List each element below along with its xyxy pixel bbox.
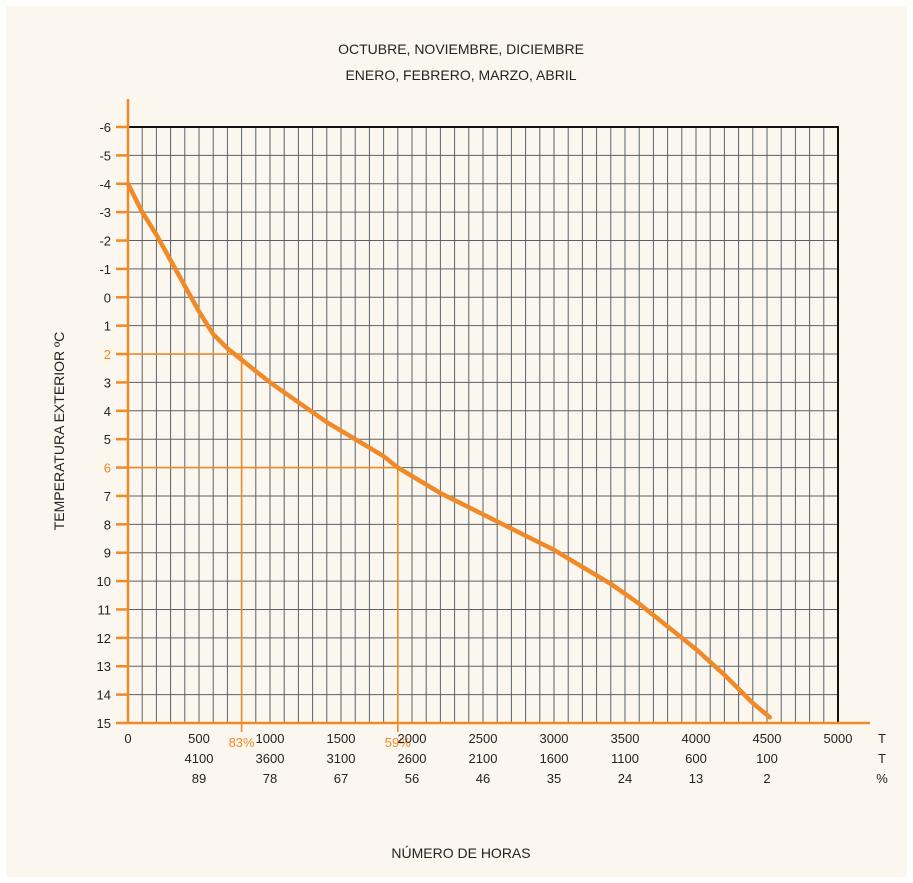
y-tick-label: -4: [99, 177, 111, 192]
chart-title-line2: ENERO, FEBRERO, MARZO, ABRIL: [345, 67, 576, 83]
series-curve: [125, 181, 773, 720]
x-tick-label: 100: [756, 751, 778, 766]
x-tick-label: 13: [689, 771, 703, 786]
x-tick-label: 3000: [540, 731, 569, 746]
y-tick-label: 12: [97, 631, 111, 646]
x-tick-label: 500: [188, 731, 210, 746]
x-tick-label: 78: [263, 771, 277, 786]
y-tick-label: -3: [99, 205, 111, 220]
y-tick-label: 3: [104, 375, 111, 390]
y-tick-label: -6: [99, 120, 111, 135]
y-tick-label: 10: [97, 574, 111, 589]
x-tick-label: 2600: [398, 751, 427, 766]
x-tick-label: 56: [405, 771, 419, 786]
x-tick-label: 24: [618, 771, 632, 786]
annotation-guide-line: [128, 353, 243, 732]
x-tick-label: 2000: [398, 731, 427, 746]
x-unit-label: T: [878, 751, 886, 766]
x-axis-label: NÚMERO DE HORAS: [391, 845, 530, 861]
x-tick-label: 1000: [256, 731, 285, 746]
y-tick-label: 4: [104, 404, 111, 419]
x-tick-label: 2500: [469, 731, 498, 746]
y-tick-label: 14: [97, 688, 111, 703]
y-tick-label: 7: [104, 489, 111, 504]
y-axis-label: TEMPERATURA EXTERIOR ºC: [51, 332, 67, 531]
y-tick-label: 13: [97, 659, 111, 674]
x-tick-label: 35: [547, 771, 561, 786]
x-tick-label: 4100: [185, 751, 214, 766]
y-tick-label: 8: [104, 517, 111, 532]
x-tick-label: 1500: [327, 731, 356, 746]
x-tick-label: 3500: [611, 731, 640, 746]
chart-panel: OCTUBRE, NOVIEMBRE, DICIEMBRE ENERO, FEB…: [6, 6, 907, 877]
x-tick-label: 46: [476, 771, 490, 786]
y-tick-label: 9: [104, 546, 111, 561]
x-tick-label: 1600: [540, 751, 569, 766]
y-tick-label: 15: [97, 716, 111, 731]
chart-title-line1: OCTUBRE, NOVIEMBRE, DICIEMBRE: [338, 41, 584, 57]
annotation-guide-line: [128, 466, 399, 732]
y-tick-label: 11: [98, 602, 112, 617]
x-tick-label: 3600: [256, 751, 285, 766]
curve-layer: [125, 181, 773, 720]
x-tick-label: 2100: [469, 751, 498, 766]
y-tick-label: 6: [104, 461, 111, 476]
y-tick-label: 1: [104, 319, 111, 334]
x-tick-label: 3100: [327, 751, 356, 766]
axes-layer: [116, 99, 870, 725]
y-tick-label: -2: [99, 234, 111, 249]
y-tick-label: 5: [104, 432, 111, 447]
annotation-label: 83%: [229, 735, 255, 750]
x-unit-label: T: [878, 731, 886, 746]
y-tick-label: 2: [104, 347, 111, 362]
y-tick-label: -5: [99, 148, 111, 163]
y-tick-label: -1: [99, 262, 111, 277]
x-tick-label: 1100: [611, 751, 639, 766]
x-tick-label: 4500: [753, 731, 782, 746]
x-tick-label: 600: [685, 751, 707, 766]
x-tick-label: 67: [334, 771, 348, 786]
annotation-label: 59%: [385, 735, 411, 750]
grid-layer: [127, 126, 839, 724]
x-tick-label: 0: [124, 731, 131, 746]
x-tick-label: 2: [763, 771, 770, 786]
x-tick-label: 4000: [682, 731, 711, 746]
y-tick-label: 0: [104, 290, 111, 305]
x-unit-label: %: [876, 771, 888, 786]
x-tick-label: 89: [192, 771, 206, 786]
temperature-hours-chart: OCTUBRE, NOVIEMBRE, DICIEMBRE ENERO, FEB…: [51, 41, 889, 861]
x-tick-label: 5000: [824, 731, 853, 746]
